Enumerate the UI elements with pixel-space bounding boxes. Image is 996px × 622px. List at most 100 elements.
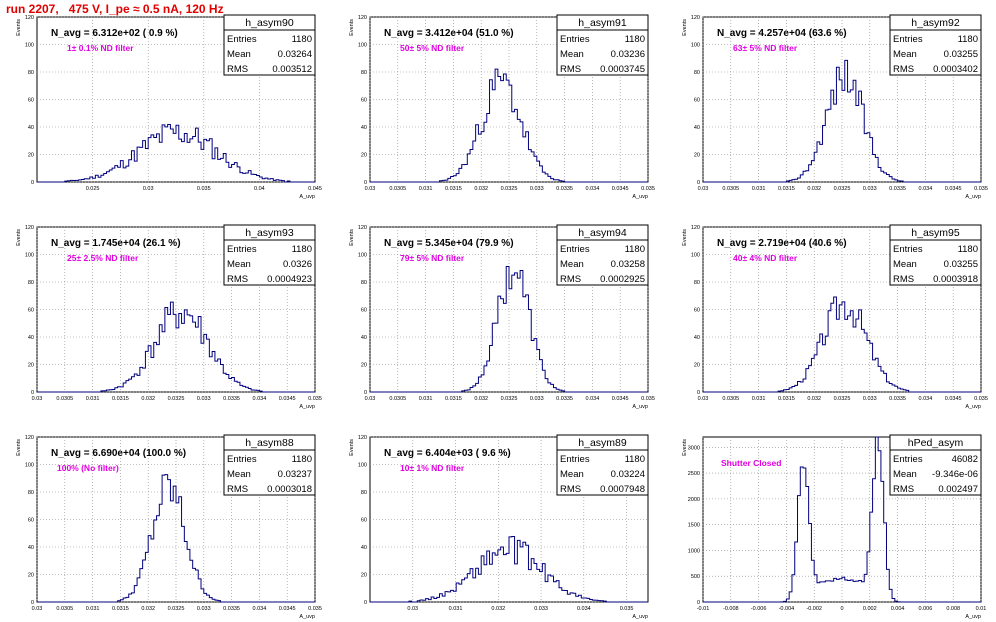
y-tick-label: 0 [364,180,367,186]
y-tick-label: 120 [358,435,367,441]
y-tick-label: 0 [697,600,700,606]
stats-box [223,434,316,496]
x-axis-label: A_uvp [632,614,648,620]
stats-value: 46082 [952,454,978,465]
x-tick-label: 0.0335 [556,396,573,402]
stats-box [556,224,649,286]
stats-value: 1180 [625,244,645,255]
y-tick-label: 100 [25,253,34,259]
histogram-line [703,436,981,603]
y-tick-label: 20 [28,153,34,159]
x-tick-label: 0.035 [641,186,655,192]
x-axis-label: A_uvp [632,404,648,410]
x-tick-label: -0.01 [697,606,710,612]
page-title: run 2207, 475 V, I_pe ≈ 0.5 nA, 120 Hz [6,2,224,16]
stats-key: Mean [893,469,917,480]
y-axis-label: Events [682,19,688,36]
x-tick-label: 0.025 [86,186,100,192]
stats-key: RMS [227,64,248,75]
x-tick-label: 0.0325 [168,396,185,402]
y-tick-label: 100 [25,43,34,49]
y-tick-label: 1500 [688,523,700,529]
x-axis-label: A_uvp [965,404,981,410]
filter-label: 25± 2.5% ND filter [67,253,139,263]
navg-label: N_avg = 1.745e+04 (26.1 %) [51,238,181,249]
stats-title: h_asym93 [245,227,294,239]
histogram-line [37,301,315,393]
filter-label: 79± 5% ND filter [400,253,465,263]
x-tick-label: 0.032 [141,396,155,402]
stats-value: 0.0003402 [933,64,978,75]
x-tick-label: 0.0345 [612,186,629,192]
filter-label: Shutter Closed [721,458,781,468]
y-tick-label: 20 [694,153,700,159]
x-tick-label: 0.031 [449,606,463,612]
y-tick-label: 2500 [688,471,700,477]
x-tick-label: 0.033 [530,396,544,402]
stats-value: 0.03264 [278,49,312,60]
y-tick-label: 0 [697,180,700,186]
stats-title: hPed_asym [908,437,964,449]
x-tick-label: 0.03 [32,606,43,612]
stats-key: RMS [893,64,914,75]
histogram-panel-h_asym91: 0 20 40 60 80 100 120 0.03 0.0305 0.031 0.0315 0.03… [349,14,655,200]
stats-value: 0.003512 [272,64,312,75]
x-tick-label: 0.031 [86,396,100,402]
y-tick-label: 60 [361,518,367,524]
stats-value: 1180 [292,34,312,45]
y-tick-label: 80 [28,70,34,76]
x-tick-label: 0.0325 [501,396,518,402]
x-tick-label: 0.03 [365,186,376,192]
y-tick-label: 0 [364,600,367,606]
navg-label: N_avg = 4.257e+04 (63.6 %) [717,28,847,39]
y-tick-label: 60 [361,98,367,104]
y-tick-label: 60 [28,308,34,314]
x-axis-label: A_uvp [299,194,315,200]
y-axis-label: Events [349,439,355,456]
y-axis-label: Events [349,229,355,246]
x-tick-label: 0.031 [752,396,766,402]
y-tick-label: 500 [691,574,700,580]
y-tick-label: 100 [358,463,367,469]
y-tick-label: 60 [361,308,367,314]
y-axis-label: Events [349,19,355,36]
y-tick-label: 20 [28,573,34,579]
stats-key: Entries [893,244,923,255]
x-tick-label: 0.034 [253,396,267,402]
x-tick-label: 0.032 [474,186,488,192]
stats-key: Entries [560,34,590,45]
y-tick-label: 80 [361,490,367,496]
x-tick-label: 0.006 [919,606,933,612]
x-tick-label: 0.034 [586,396,600,402]
y-tick-label: 100 [691,43,700,49]
y-tick-label: 2000 [688,497,700,503]
stats-value: -9.346e-06 [932,469,978,480]
stats-box [889,14,982,76]
stats-value: 0.0003745 [600,64,645,75]
stats-key: Mean [893,259,917,270]
histogram-panel-h_asym94: 0 20 40 60 80 100 120 0.03 0.0305 0.031 0.0315 0.03… [349,224,655,410]
histogram-line [703,296,981,393]
stats-key: RMS [560,484,581,495]
y-axis-label: Events [682,229,688,246]
filter-label: 63± 5% ND filter [733,43,798,53]
y-tick-label: 20 [361,573,367,579]
x-tick-label: 0.033 [197,396,211,402]
x-tick-label: 0.0345 [279,396,296,402]
y-tick-label: 1000 [688,548,700,554]
filter-label: 1± 0.1% ND filter [67,43,134,53]
stats-value: 0.03255 [944,49,978,60]
y-tick-label: 40 [28,545,34,551]
x-tick-label: 0.032 [141,606,155,612]
histogram-panel-h_asym95: 0 20 40 60 80 100 120 0.03 0.0305 0.031 0.0315 0.03… [682,224,988,410]
x-tick-label: 0.0335 [889,396,906,402]
stats-value: 1180 [292,244,312,255]
y-tick-label: 120 [358,225,367,231]
histogram-panel-h_asym90: 0 20 40 60 80 100 120 0.025 0.03 0.035 0.04 0.045 Ev… [16,14,322,200]
stats-value: 0.002497 [938,484,978,495]
y-tick-label: 60 [28,518,34,524]
y-tick-label: 40 [361,545,367,551]
x-tick-label: 0.034 [919,396,933,402]
y-tick-label: 120 [691,15,700,21]
stats-value: 1180 [958,34,978,45]
